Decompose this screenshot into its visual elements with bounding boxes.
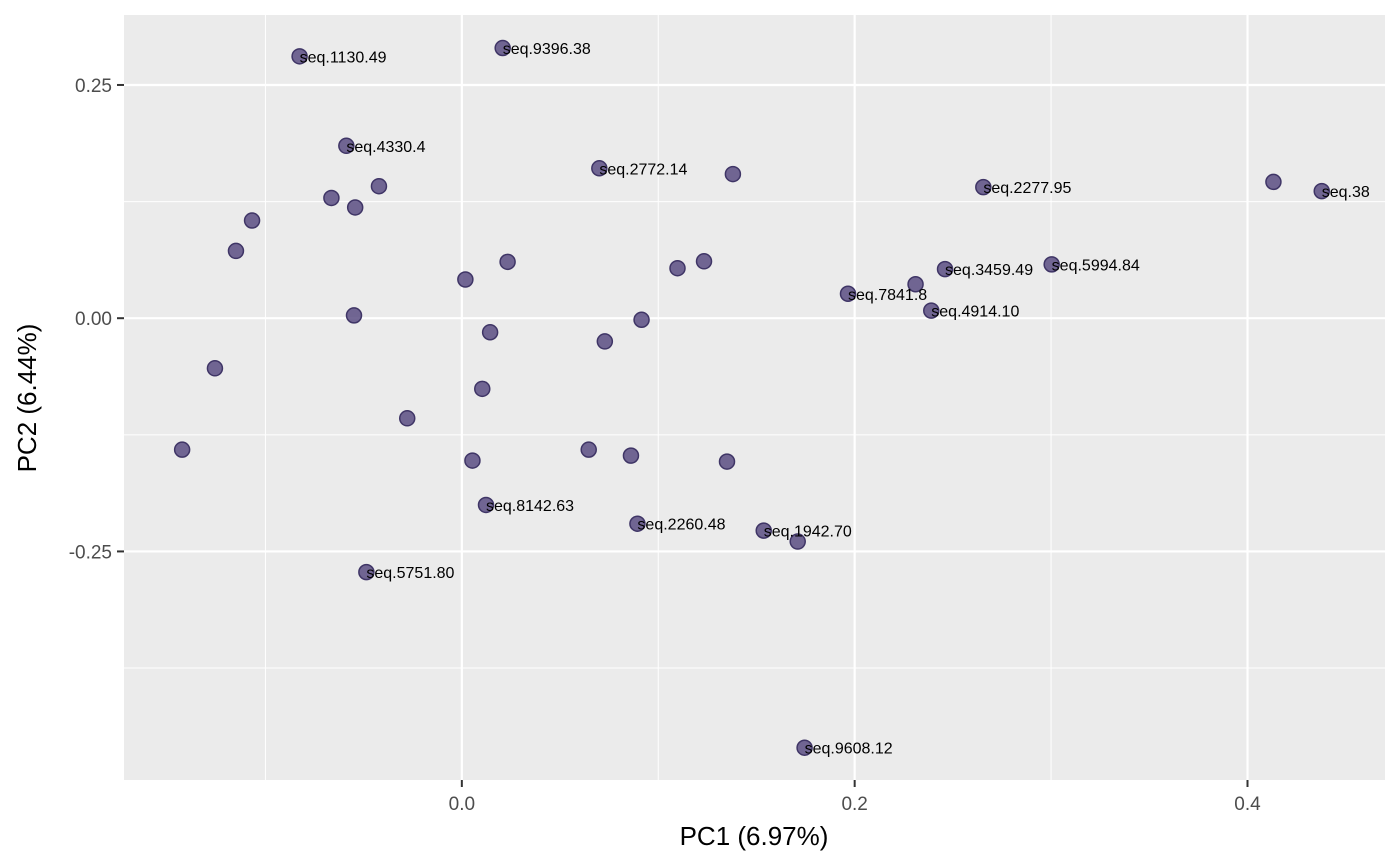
point-label: seq.4914.10 — [931, 304, 1019, 321]
data-point — [173, 441, 191, 458]
data-point — [839, 285, 857, 303]
point-label: seq.5751.80 — [366, 565, 454, 582]
point-label: seq.5994.84 — [1052, 257, 1140, 274]
point-label: seq.2277.95 — [983, 180, 1071, 197]
data-point — [580, 441, 597, 458]
data-point — [633, 311, 650, 329]
data-point — [629, 515, 646, 532]
data-point — [464, 452, 481, 469]
point-label: seq.7841.8 — [848, 287, 927, 304]
data-point — [796, 739, 813, 756]
data-point — [398, 410, 416, 427]
data-point — [1265, 173, 1282, 191]
point-label: seq.1130.49 — [300, 49, 387, 66]
x-tick-label: 0.4 — [1234, 794, 1261, 815]
data-point — [1043, 256, 1060, 273]
point-label: seq.9396.38 — [503, 41, 591, 58]
data-point — [923, 302, 940, 319]
data-point — [481, 324, 499, 341]
data-point — [345, 307, 363, 324]
point-label: seq.9608.12 — [805, 741, 893, 758]
major-gridlines — [124, 15, 1385, 780]
data-point — [206, 360, 224, 377]
data-point — [1313, 182, 1331, 200]
x-tick-label: 0.2 — [841, 794, 867, 815]
data-point — [346, 199, 364, 216]
y-tick-label: 0.00 — [75, 309, 112, 330]
data-point — [291, 48, 308, 65]
data-point — [591, 160, 608, 177]
point-label: seq.8142.63 — [486, 498, 574, 515]
data-point — [755, 522, 772, 539]
data-point — [243, 212, 261, 229]
data-point — [695, 253, 713, 270]
data-point — [323, 189, 340, 207]
data-point — [724, 165, 742, 183]
data-point — [474, 380, 491, 398]
y-axis-title: PC2 (6.44%) — [12, 324, 42, 473]
plot-panel — [124, 15, 1385, 780]
point-label: seq.38 — [1322, 184, 1370, 201]
data-point — [457, 271, 474, 288]
data-point — [358, 563, 375, 581]
data-point — [975, 178, 992, 196]
point-label: seq.2772.14 — [599, 161, 687, 178]
point-labels: seq.1130.49 seq.9396.38 seq.4330.4 seq.2772… — [300, 41, 1370, 758]
data-point — [669, 259, 686, 277]
x-tick-label: 0.0 — [449, 794, 475, 815]
data-point — [718, 453, 736, 470]
y-tick-label: -0.25 — [69, 542, 112, 563]
data-point — [227, 242, 245, 260]
point-label: seq.2260.48 — [637, 517, 725, 534]
data-point — [596, 333, 614, 350]
data-point — [936, 260, 954, 278]
y-axis: -0.25 0.00 0.25 — [69, 76, 124, 563]
point-label: seq.4330.4 — [346, 139, 425, 156]
data-point — [370, 177, 388, 195]
data-point — [907, 275, 924, 293]
y-tick-label: 0.25 — [75, 76, 112, 97]
data-point — [499, 253, 516, 271]
x-axis-title: PC1 (6.97%) — [680, 821, 829, 851]
data-points — [173, 39, 1331, 756]
data-point — [494, 39, 511, 57]
point-label: seq.1942.70 — [764, 524, 852, 541]
data-point — [338, 137, 355, 155]
x-axis: 0.0 0.2 0.4 — [449, 780, 1261, 815]
data-point — [477, 496, 495, 514]
data-point — [789, 533, 806, 550]
point-label: seq.3459.49 — [945, 262, 1033, 279]
data-point — [622, 447, 640, 464]
